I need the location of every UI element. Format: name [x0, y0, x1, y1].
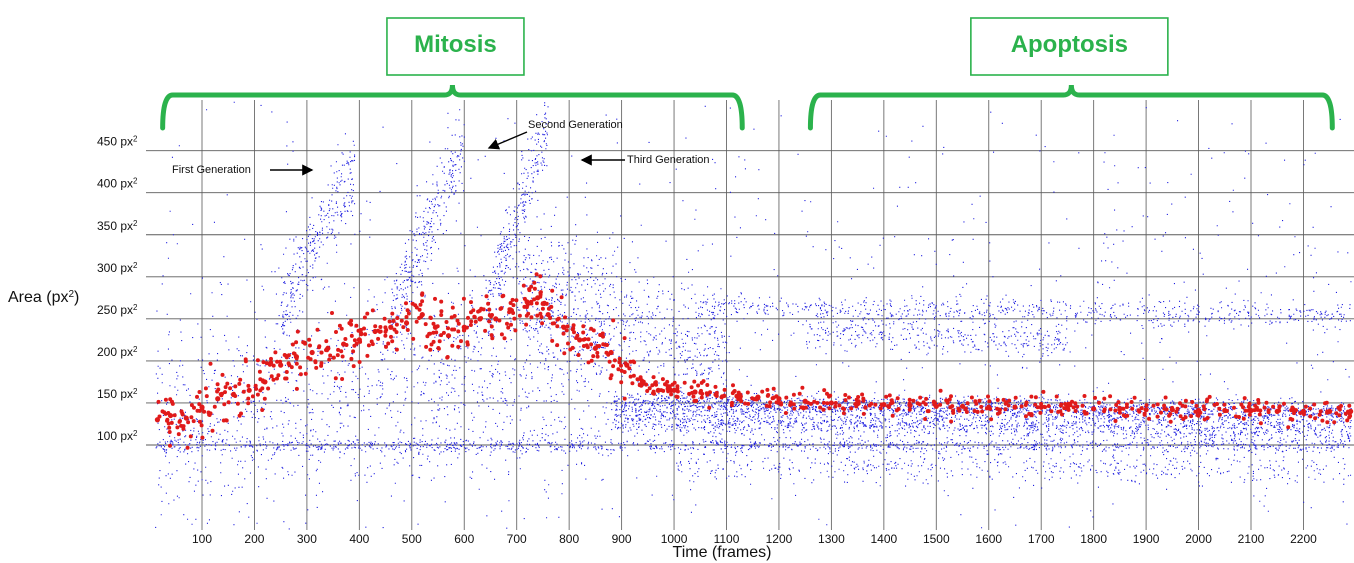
red-point — [959, 403, 966, 409]
x-tick-label: 1500 — [923, 532, 950, 546]
blue-point-cloud — [155, 101, 1352, 530]
x-tick-label: 1900 — [1133, 532, 1160, 546]
red-point — [1038, 404, 1044, 410]
x-tick-label: 200 — [244, 532, 264, 546]
x-axis-title: Time (frames) — [673, 544, 772, 561]
red-point — [183, 415, 189, 421]
y-tick-label: 450 px2 — [97, 134, 138, 149]
x-tick-label: 1300 — [818, 532, 845, 546]
red-point — [828, 400, 835, 406]
x-tick-label: 2000 — [1185, 532, 1212, 546]
x-tick-label: 2200 — [1290, 532, 1317, 546]
red-point — [577, 337, 583, 343]
x-tick-labels: 100 200 300 400 500 600 700 800 900 1000 1100 1200 1… — [192, 532, 1317, 546]
y-tick-label: 150 px2 — [97, 386, 138, 401]
red-point — [309, 349, 315, 356]
phase-label: Apoptosis — [1011, 31, 1128, 58]
phase-bracket — [807, 84, 1335, 131]
x-tick-label: 1800 — [1080, 532, 1107, 546]
x-tick-label: 600 — [454, 532, 474, 546]
x-tick-label: 500 — [402, 532, 422, 546]
annotations: First Generation Second Generation Third G… — [172, 119, 710, 176]
y-tick-label: 200 px2 — [97, 344, 138, 359]
red-point — [545, 312, 551, 318]
blue-point-series — [155, 101, 1352, 530]
x-tick-label: 1600 — [975, 532, 1002, 546]
x-tick-label: 1000 — [661, 532, 688, 546]
phase-brackets: Mitosis Apoptosis — [160, 17, 1335, 131]
x-tick-label: 100 — [192, 532, 212, 546]
red-point-cloud — [156, 272, 1353, 450]
phase-bracket — [160, 84, 745, 131]
phase-label-box — [386, 17, 525, 76]
x-tick-label: 400 — [349, 532, 369, 546]
y-tick-label: 300 px2 — [97, 260, 138, 275]
grid — [146, 100, 1354, 530]
red-point — [445, 333, 452, 339]
red-point — [215, 396, 221, 402]
x-tick-label: 700 — [507, 532, 527, 546]
x-tick-label: 1400 — [870, 532, 897, 546]
annotation-label: First Generation — [172, 164, 251, 176]
x-tick-label: 900 — [612, 532, 632, 546]
x-tick-label: 800 — [559, 532, 579, 546]
red-point-series — [154, 272, 1354, 450]
y-tick-label: 250 px2 — [97, 302, 138, 317]
phase-label: Mitosis — [414, 31, 497, 58]
annotation-label: Third Generation — [627, 154, 710, 166]
red-point — [246, 387, 252, 393]
red-point — [1143, 407, 1149, 413]
red-point — [154, 417, 161, 423]
x-tick-label: 300 — [297, 532, 317, 546]
red-point — [388, 324, 394, 330]
x-tick-label: 2100 — [1238, 532, 1265, 546]
x-tick-label: 1700 — [1028, 532, 1055, 546]
red-point — [1012, 404, 1018, 410]
y-tick-label: 400 px2 — [97, 176, 138, 191]
y-tick-label: 100 px2 — [97, 429, 138, 444]
y-tick-labels: 100 px2 150 px2 200 px2 250 px2 300 px2 350 p… — [97, 134, 138, 443]
annotation-arrow — [487, 131, 528, 150]
red-point — [1091, 406, 1097, 412]
red-point — [278, 362, 284, 368]
y-axis-title: Area (px2) — [8, 289, 79, 307]
red-point — [493, 316, 499, 322]
x-tick-label: 1100 — [714, 532, 740, 546]
annotation-label: Second Generation — [528, 119, 623, 131]
phase-label-box — [970, 17, 1169, 76]
x-tick-label: 1200 — [766, 532, 793, 546]
y-tick-label: 350 px2 — [97, 218, 138, 233]
